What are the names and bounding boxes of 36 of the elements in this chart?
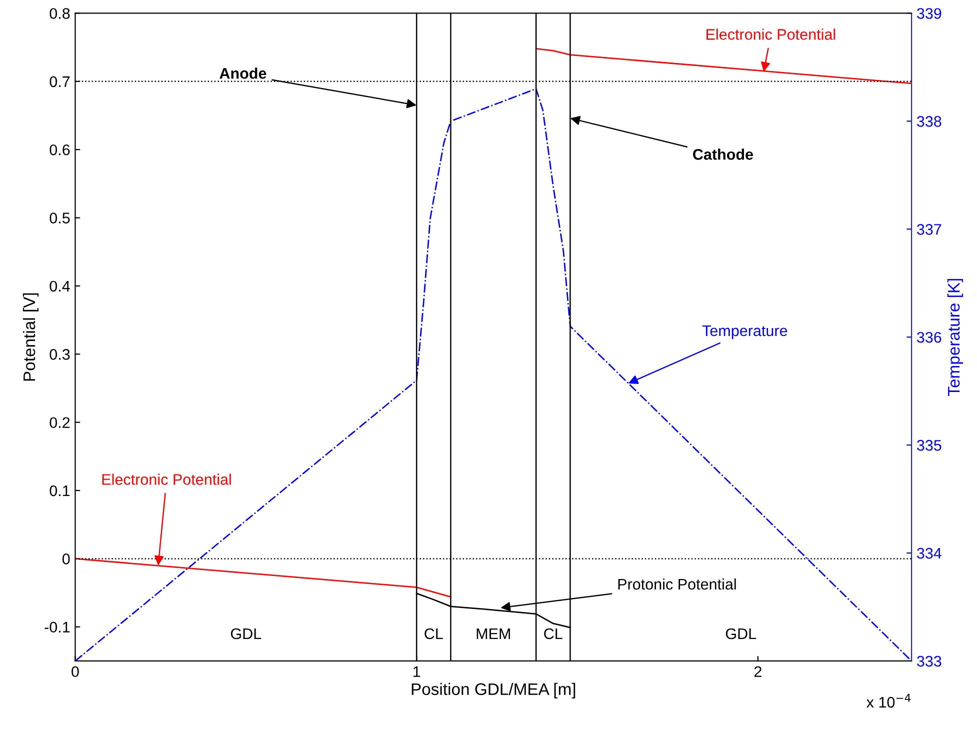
line-series [535,48,912,84]
y-tick-label: -0.1 [44,622,70,633]
y-tick-label: 0.8 [50,8,70,19]
y-tick-label: 0.4 [50,280,70,292]
annotation: Electronic Potential [102,474,231,485]
y2-tick-label: 339 [916,8,942,19]
y-tick-label: 0 [62,554,70,564]
annotation: GDL [230,628,262,640]
annotation: Protonic Potential [618,578,736,590]
y2-tick-label: 338 [916,116,942,127]
y-tick-label: 0.3 [50,349,70,360]
y-tick-label: 0.1 [50,485,70,496]
x-tick-label: 0 [72,666,79,678]
annotation: MEM [476,628,510,640]
annotation: Anode [220,68,266,79]
y-tick-label: 0.5 [50,212,70,224]
annotation: CL [424,628,443,640]
y2-axis-title: Temperature [K] [947,278,963,396]
annotation: Cathode [693,148,754,160]
y2-tick-label: 333 [916,656,942,667]
annotation: Electronic Potential [706,28,836,40]
y-tick-label: 0.7 [50,76,70,88]
y2-tick-label: 337 [916,224,942,235]
y-axis-title: Potential [V] [22,293,38,381]
x-axis-title: Position GDL/MEA [m] [412,682,576,698]
y2-tick-label: 334 [916,548,942,559]
x-tick-label: 1 [414,666,420,677]
x-tick-label: 2 [754,666,762,677]
y-tick-label: 0.6 [50,144,70,156]
y2-tick-label: 335 [916,440,942,451]
annotation: CL [544,628,562,640]
text: x 10$^{−4}$ [866,694,911,708]
y-tick-label: 0.2 [50,417,70,428]
annotation: GDL [726,628,756,640]
annotation: Temperature [702,326,788,340]
y2-tick-label: 336 [916,332,942,343]
